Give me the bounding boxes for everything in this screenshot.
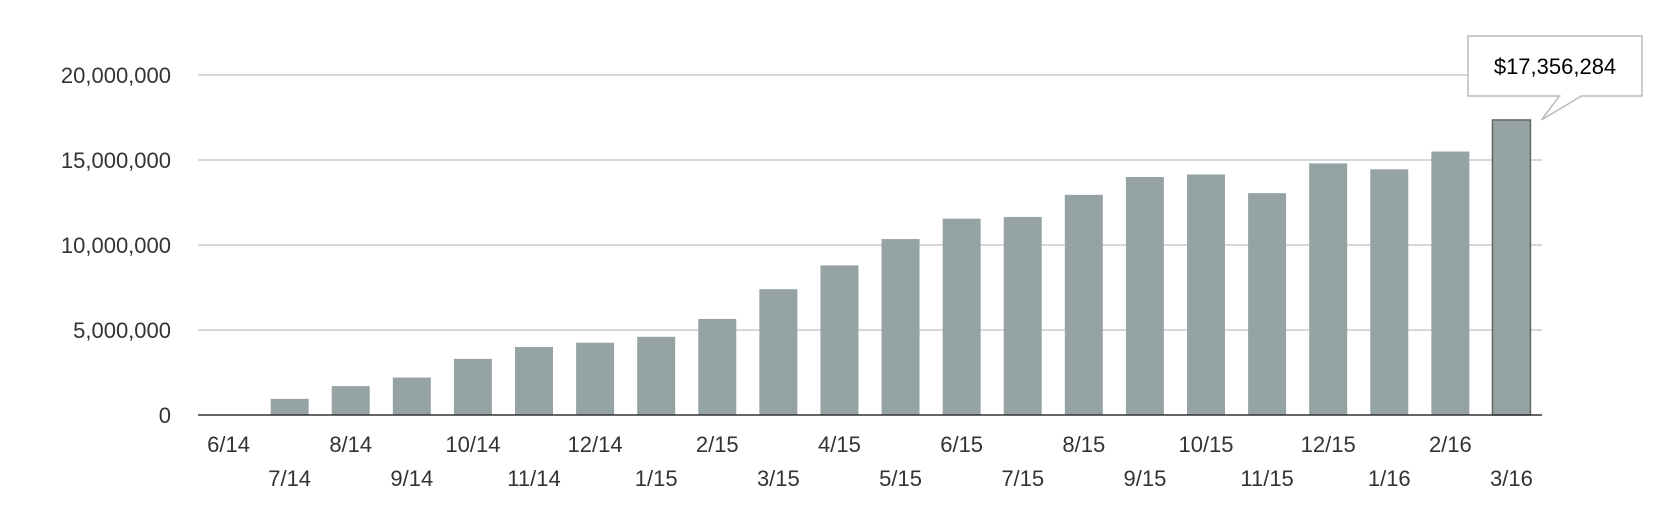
bar[interactable]: [1491, 119, 1532, 416]
x-tick-label: 9/15: [1123, 466, 1166, 491]
x-tick-label: 11/14: [507, 466, 560, 491]
y-tick-label: 0: [159, 403, 171, 428]
bar[interactable]: [820, 265, 859, 415]
x-tick-label: 10/14: [445, 432, 500, 457]
bar[interactable]: [1431, 151, 1470, 416]
bar[interactable]: [1187, 174, 1225, 415]
bar[interactable]: [515, 347, 553, 415]
bars: [270, 119, 1532, 416]
x-tick-label: 5/15: [879, 466, 922, 491]
x-tick-label: 12/14: [568, 432, 623, 457]
bar[interactable]: [392, 377, 431, 415]
bar[interactable]: [759, 289, 798, 415]
x-tick-label: 6/15: [940, 432, 983, 457]
bar[interactable]: [1370, 169, 1409, 415]
tooltip: $17,356,284: [1467, 35, 1643, 121]
y-tick-label: 20,000,000: [61, 63, 171, 88]
x-tick-label: 6/14: [207, 432, 250, 457]
y-tick-label: 15,000,000: [61, 148, 171, 173]
bar[interactable]: [698, 318, 737, 415]
bar[interactable]: [1248, 193, 1287, 415]
x-tick-label: 8/14: [329, 432, 372, 457]
bar[interactable]: [1003, 216, 1042, 415]
x-tick-label: 3/15: [757, 466, 800, 491]
x-tick-label: 3/16: [1490, 466, 1533, 491]
bar[interactable]: [453, 358, 492, 415]
bar[interactable]: [637, 336, 676, 415]
x-tick-label: 7/15: [1001, 466, 1044, 491]
tooltip-value: $17,356,284: [1494, 54, 1616, 79]
bar[interactable]: [270, 398, 309, 415]
x-tick-label: 10/15: [1178, 432, 1233, 457]
x-tick-label: 2/15: [696, 432, 739, 457]
x-tick-label: 1/16: [1368, 466, 1411, 491]
bar[interactable]: [1125, 177, 1164, 415]
y-tick-label: 10,000,000: [61, 233, 171, 258]
bar[interactable]: [1309, 163, 1348, 415]
x-tick-label: 8/15: [1062, 432, 1105, 457]
y-tick-label: 5,000,000: [73, 318, 171, 343]
tooltip-box: [1467, 35, 1643, 121]
bar[interactable]: [1064, 194, 1103, 415]
x-tick-label: 2/16: [1429, 432, 1472, 457]
y-axis-ticks: 0 5,000,000 10,000,000 15,000,000 20,000,000: [61, 63, 171, 428]
bar[interactable]: [576, 342, 615, 415]
x-tick-label: 4/15: [818, 432, 861, 457]
x-tick-label: 7/14: [268, 466, 311, 491]
x-tick-label: 12/15: [1301, 432, 1356, 457]
bar[interactable]: [331, 386, 370, 415]
bar[interactable]: [881, 239, 920, 415]
x-tick-label: 1/15: [635, 466, 678, 491]
x-tick-label: 11/15: [1240, 466, 1293, 491]
x-tick-label: 9/14: [390, 466, 433, 491]
x-axis-ticks: 6/14 7/14 8/14 9/14 10/14 11/14 12/14 1/15 2/15 3…: [207, 432, 1533, 491]
bar[interactable]: [942, 218, 981, 415]
